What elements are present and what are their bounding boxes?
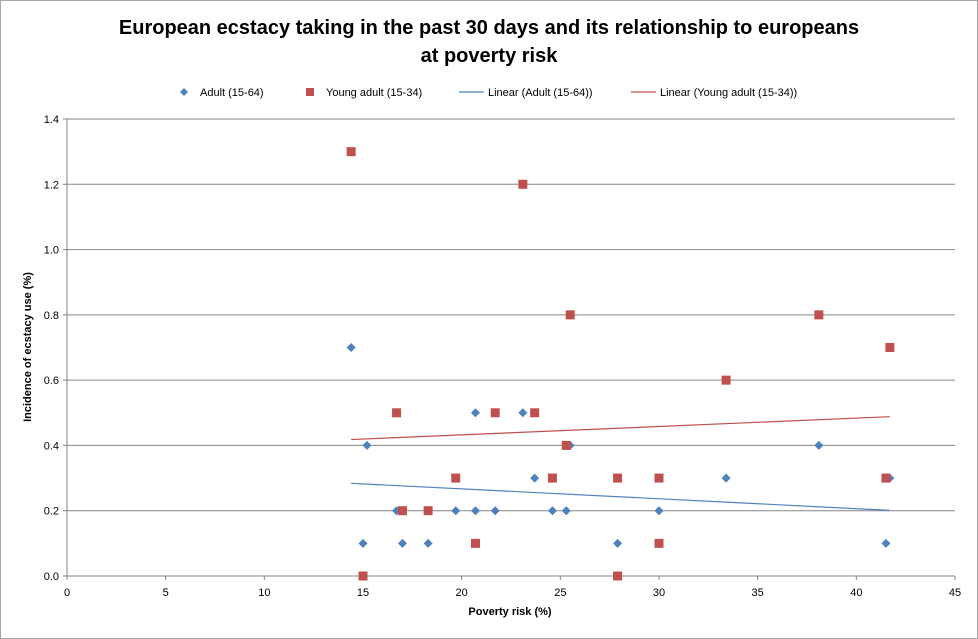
y-tick-label: 1.0	[44, 245, 59, 257]
adult-data-point	[721, 473, 731, 483]
young-adult-data-point	[397, 506, 407, 516]
data-points	[346, 147, 895, 581]
trendlines	[351, 416, 890, 511]
adult-data-point	[530, 473, 540, 483]
y-axis-ticks: 0.0 0.2 0.4 0.6 0.8 1.0 1.2 1.4	[44, 114, 67, 583]
x-tick-label: 45	[949, 587, 961, 599]
x-tick-label: 15	[357, 587, 369, 599]
legend-young-adult-label: Young adult (15-34)	[326, 87, 422, 99]
adult-data-point	[362, 440, 372, 450]
young-adult-data-point	[561, 440, 571, 450]
legend-young-adult-marker	[306, 88, 314, 96]
x-tick-label: 25	[554, 587, 566, 599]
adult-data-point	[613, 538, 623, 548]
young-adult-data-point	[392, 408, 402, 418]
x-axis-ticks: 0 5 10 15 20 25 30 35 40 45	[64, 576, 961, 599]
chart-title: European ecstacy taking in the past 30 d…	[119, 17, 859, 39]
young-adult-data-point	[814, 310, 824, 320]
young-adult-data-point	[346, 147, 356, 157]
x-axis-title: Poverty risk (%)	[468, 606, 551, 618]
adult-data-point	[451, 506, 461, 516]
y-tick-label: 0.6	[44, 375, 59, 387]
legend-adult-trend-label: Linear (Adult (15-64))	[488, 87, 593, 99]
y-tick-label: 0.2	[44, 506, 59, 518]
young-adult-data-point	[654, 473, 664, 483]
adult-data-point	[547, 506, 557, 516]
young-adult-data-point	[451, 473, 461, 483]
adult-data-point	[470, 408, 480, 418]
gridlines	[67, 118, 955, 512]
young-adult-data-point	[721, 375, 731, 385]
x-tick-label: 40	[850, 587, 862, 599]
young-adult-data-point	[547, 473, 557, 483]
y-tick-label: 0.8	[44, 310, 59, 322]
x-tick-label: 20	[456, 587, 468, 599]
young-adult-data-point	[490, 408, 500, 418]
adult-data-point	[518, 408, 528, 418]
adult-data-point	[881, 538, 891, 548]
adult-data-point	[814, 440, 824, 450]
chart-title-line-2: at poverty risk	[421, 45, 559, 67]
young-adult-data-point	[613, 473, 623, 483]
legend-young-adult-trend-label: Linear (Young adult (15-34))	[660, 87, 797, 99]
trendline-adult	[351, 482, 890, 511]
young-adult-data-point	[885, 343, 895, 352]
young-adult-data-point	[358, 571, 368, 581]
x-tick-label: 30	[653, 587, 665, 599]
young-adult-data-point	[565, 310, 575, 320]
x-tick-label: 5	[163, 587, 169, 599]
adult-data-point	[358, 538, 368, 548]
young-adult-data-point	[470, 538, 480, 548]
y-tick-label: 0.0	[44, 571, 59, 583]
adult-data-point	[561, 506, 571, 516]
young-adult-data-point	[654, 538, 664, 548]
legend: Adult (15-64) Young adult (15-34) Linear…	[180, 87, 797, 99]
axes	[66, 119, 955, 577]
legend-adult-marker	[180, 88, 188, 96]
young-adult-data-point	[530, 408, 540, 418]
y-tick-label: 1.2	[44, 179, 59, 191]
y-axis-title: Incidence of ecstacy use (%)	[22, 272, 34, 422]
x-tick-label: 35	[752, 587, 764, 599]
young-adult-data-point	[613, 571, 623, 581]
young-adult-data-point	[423, 506, 433, 516]
adult-data-point	[423, 538, 433, 548]
y-tick-label: 0.4	[44, 440, 59, 452]
legend-adult-label: Adult (15-64)	[200, 87, 264, 99]
trendline-young-adult	[351, 416, 890, 441]
adult-data-point	[397, 538, 407, 548]
adult-data-point	[490, 506, 500, 516]
adult-data-point	[654, 506, 664, 516]
adult-data-point	[346, 343, 356, 352]
y-tick-label: 1.4	[44, 114, 59, 126]
x-tick-label: 0	[64, 587, 70, 599]
young-adult-data-point	[518, 179, 528, 189]
young-adult-data-point	[881, 473, 891, 483]
adult-data-point	[470, 506, 480, 516]
x-tick-label: 10	[258, 587, 270, 599]
